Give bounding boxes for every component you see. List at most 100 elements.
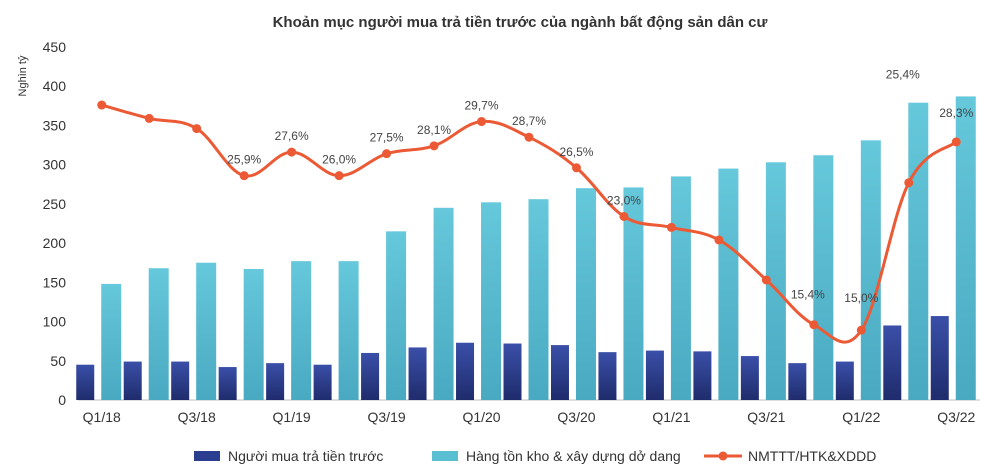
bar-inventory-wip (528, 199, 549, 400)
bar-inventory-wip (338, 261, 359, 400)
y-tick-label: 50 (50, 353, 66, 369)
x-tick-label: Q1/21 (652, 409, 690, 425)
bar-advance-payments (408, 347, 427, 400)
x-tick-label: Q1/20 (462, 409, 500, 425)
x-tick-label: Q1/19 (273, 409, 311, 425)
bar-inventory-wip (386, 231, 407, 400)
bar-inventory-wip (670, 176, 691, 400)
y-tick-label: 200 (43, 235, 67, 251)
legend-marker-ratio (718, 451, 728, 461)
bar-inventory-wip (718, 168, 739, 400)
bar-advance-payments (883, 325, 902, 400)
ratio-point (856, 325, 866, 335)
bar-advance-payments (266, 363, 285, 400)
bar-inventory-wip (243, 268, 264, 400)
y-tick-label: 150 (43, 274, 67, 290)
ratio-point (97, 100, 107, 110)
bar-advance-payments (930, 316, 949, 400)
x-tick-label: Q3/20 (557, 409, 595, 425)
y-tick-label: 0 (58, 392, 66, 408)
x-tick-label: Q3/19 (368, 409, 406, 425)
x-tick-label: Q3/18 (178, 409, 216, 425)
ratio-point (382, 149, 392, 159)
bar-advance-payments (740, 356, 759, 400)
bar-advance-payments (598, 352, 617, 400)
x-axis-ticks: Q1/18 Q3/18 Q1/19 Q3/19 Q1/20 Q3/20 Q1/21 Q3/21… (83, 409, 976, 425)
ratio-point (619, 211, 629, 221)
bar-inventory-wip (291, 261, 312, 400)
bar-advance-payments (171, 361, 190, 400)
ratio-data-label: 25,9% (227, 153, 261, 167)
bar-inventory-wip (623, 187, 644, 400)
ratio-data-label: 29,7% (465, 99, 499, 113)
legend: Người mua trả tiền trước Hàng tồn kho & x… (194, 448, 876, 464)
ratio-data-label: 15,0% (844, 291, 878, 305)
ratio-data-label: 26,0% (322, 153, 356, 167)
y-tick-label: 100 (43, 314, 67, 330)
bar-advance-payments (313, 364, 332, 400)
bar-advance-payments (550, 345, 569, 400)
bar-advance-payments (123, 361, 142, 400)
ratio-point (144, 113, 154, 123)
ratio-line: 25,9% 27,6% 26,0% 27,5% 28,1% 29,7% 28,7% 26,5%… (97, 68, 974, 344)
ratio-point (809, 320, 819, 330)
ratio-point (951, 137, 961, 147)
bar-inventory-wip (101, 283, 122, 400)
legend-label-inventory-wip: Hàng tồn kho & xây dựng dở dang (466, 448, 681, 464)
bar-inventory-wip (908, 102, 929, 400)
x-tick-label: Q1/22 (842, 409, 880, 425)
ratio-data-label: 25,4% (886, 68, 920, 82)
ratio-point (524, 132, 534, 142)
bar-advance-payments (503, 343, 522, 400)
ratio-data-label: 15,4% (791, 288, 825, 302)
ratio-point (239, 171, 249, 181)
chart-title: Khoản mục người mua trả tiền trước của n… (273, 14, 768, 31)
y-axis-label: Nghìn tỷ (17, 55, 29, 96)
bar-inventory-wip (860, 140, 881, 401)
y-tick-label: 250 (43, 196, 67, 212)
y-tick-label: 400 (43, 78, 67, 94)
y-tick-label: 300 (43, 157, 67, 173)
bars (76, 96, 976, 401)
bar-advance-payments (456, 342, 475, 400)
ratio-point (287, 147, 297, 157)
ratio-point (192, 124, 202, 134)
ratio-point (571, 163, 581, 173)
y-tick-label: 450 (43, 39, 67, 55)
ratio-point (904, 178, 914, 188)
bar-advance-payments (361, 352, 380, 400)
bar-inventory-wip (765, 162, 786, 400)
y-axis-ticks: 0 50 100 150 200 250 300 350 400 450 (43, 39, 67, 408)
ratio-point (761, 275, 771, 285)
bar-inventory-wip (955, 96, 976, 401)
ratio-data-label: 26,5% (559, 145, 593, 159)
ratio-point (666, 222, 676, 232)
bar-inventory-wip (813, 155, 834, 400)
bar-advance-payments (835, 361, 854, 400)
y-tick-label: 350 (43, 117, 67, 133)
ratio-data-label: 23,0% (607, 193, 641, 207)
ratio-point (477, 117, 487, 127)
ratio-data-label: 27,5% (370, 131, 404, 145)
bar-advance-payments (788, 363, 807, 400)
legend-label-advance-payments: Người mua trả tiền trước (228, 448, 383, 464)
ratio-data-label: 28,7% (512, 114, 546, 128)
bar-inventory-wip (575, 188, 596, 400)
bar-advance-payments (76, 364, 95, 400)
ratio-data-label: 27,6% (275, 129, 309, 143)
x-tick-label: Q3/21 (747, 409, 785, 425)
bar-inventory-wip (196, 262, 217, 400)
ratio-point (429, 141, 439, 151)
ratio-point (334, 171, 344, 181)
x-tick-label: Q3/22 (937, 409, 975, 425)
bar-advance-payments (693, 351, 712, 400)
legend-swatch-inventory-wip (432, 451, 458, 461)
ratio-data-label: 28,1% (417, 123, 451, 137)
legend-swatch-advance-payments (194, 451, 220, 461)
x-tick-label: Q1/18 (83, 409, 121, 425)
bar-inventory-wip (148, 268, 169, 400)
ratio-point (714, 235, 724, 245)
bar-inventory-wip (433, 207, 454, 400)
bar-advance-payments (645, 350, 664, 400)
